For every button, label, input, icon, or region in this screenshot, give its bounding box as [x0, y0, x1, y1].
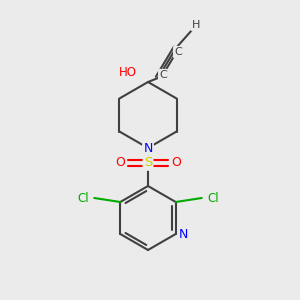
Text: N: N: [179, 227, 188, 241]
Text: Cl: Cl: [207, 191, 218, 205]
Text: HO: HO: [119, 67, 137, 80]
Text: N: N: [143, 142, 153, 154]
Text: C: C: [174, 47, 182, 57]
Text: O: O: [171, 157, 181, 169]
Text: C: C: [159, 70, 167, 80]
Text: O: O: [115, 157, 125, 169]
Text: H: H: [192, 20, 200, 30]
Text: S: S: [144, 157, 152, 169]
Text: Cl: Cl: [77, 191, 89, 205]
